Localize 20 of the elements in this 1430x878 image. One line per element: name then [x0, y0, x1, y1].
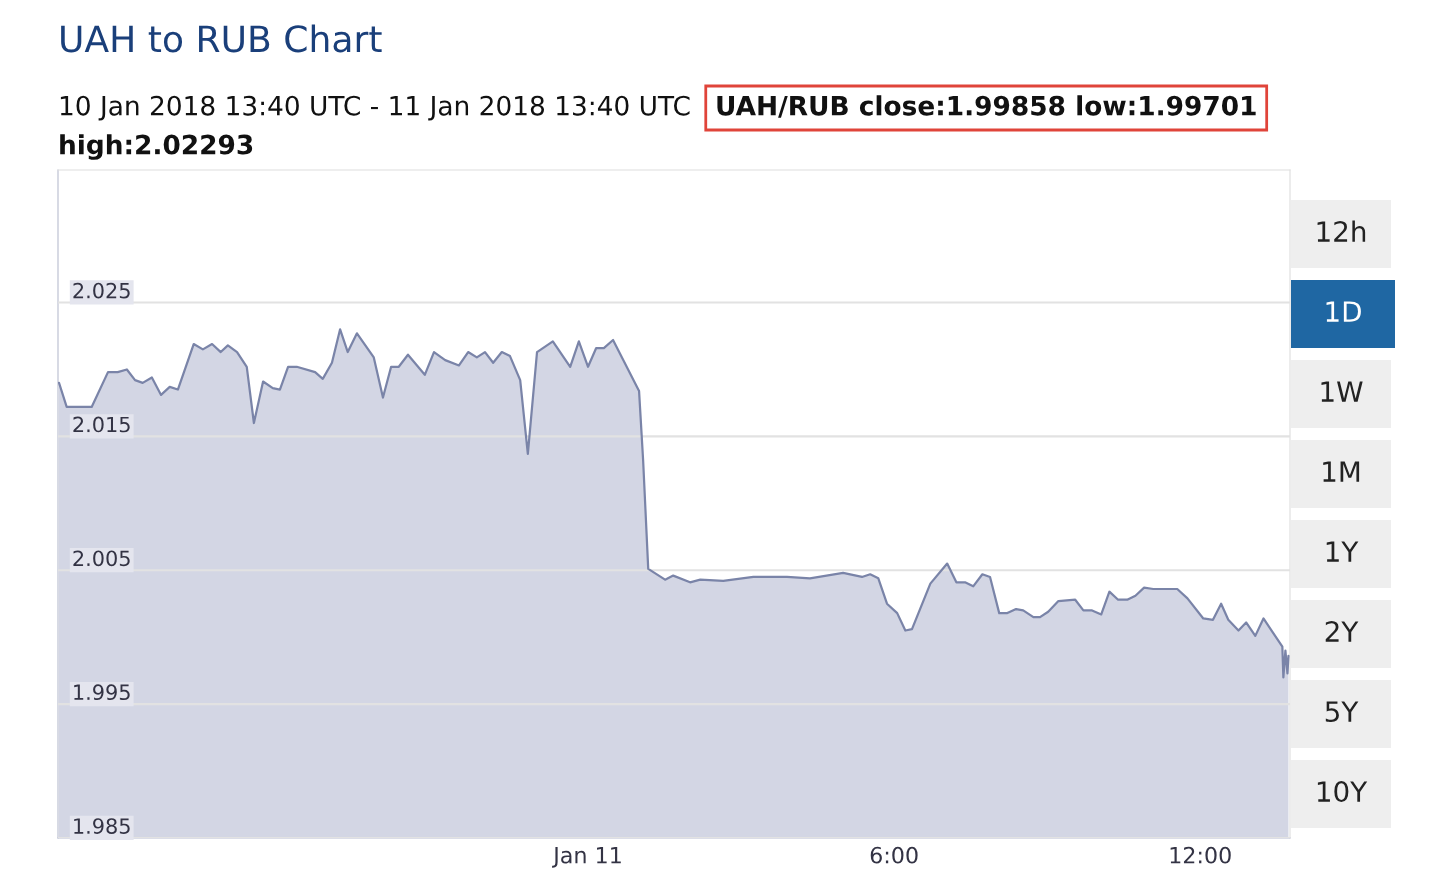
text: 1Y: [1326, 541, 1359, 562]
text: 1W: [1321, 381, 1363, 402]
text: 1M: [1323, 461, 1360, 482]
text: 2Y: [1325, 621, 1359, 642]
y-tick-label: 2.005: [73, 550, 130, 567]
text: 10Y: [1317, 781, 1368, 803]
text: UAH/RUB close:1.99858 low:1.99701: [717, 95, 1256, 118]
text: 1D: [1326, 301, 1361, 322]
text: 12h: [1317, 220, 1366, 242]
x-tick-label: 6:00: [870, 846, 918, 864]
y-tick-label: 1.985: [74, 818, 130, 834]
chart-subtitle: 10 Jan 2018 13:40 UTC - 11 Jan 2018 13:40 UTC: [60, 95, 690, 121]
x-tick-label: 12:00: [1170, 846, 1231, 864]
y-tick-label: 2.015: [73, 416, 130, 433]
y-tick-label: 1.995: [74, 684, 130, 701]
text: 5Y: [1325, 701, 1359, 723]
text: high:2.02293: [60, 134, 253, 160]
y-tick-label: 2.025: [73, 282, 130, 299]
x-tick-label: Jan 11: [552, 847, 621, 868]
chart-title: UAH to RUB Chart: [61, 24, 382, 53]
